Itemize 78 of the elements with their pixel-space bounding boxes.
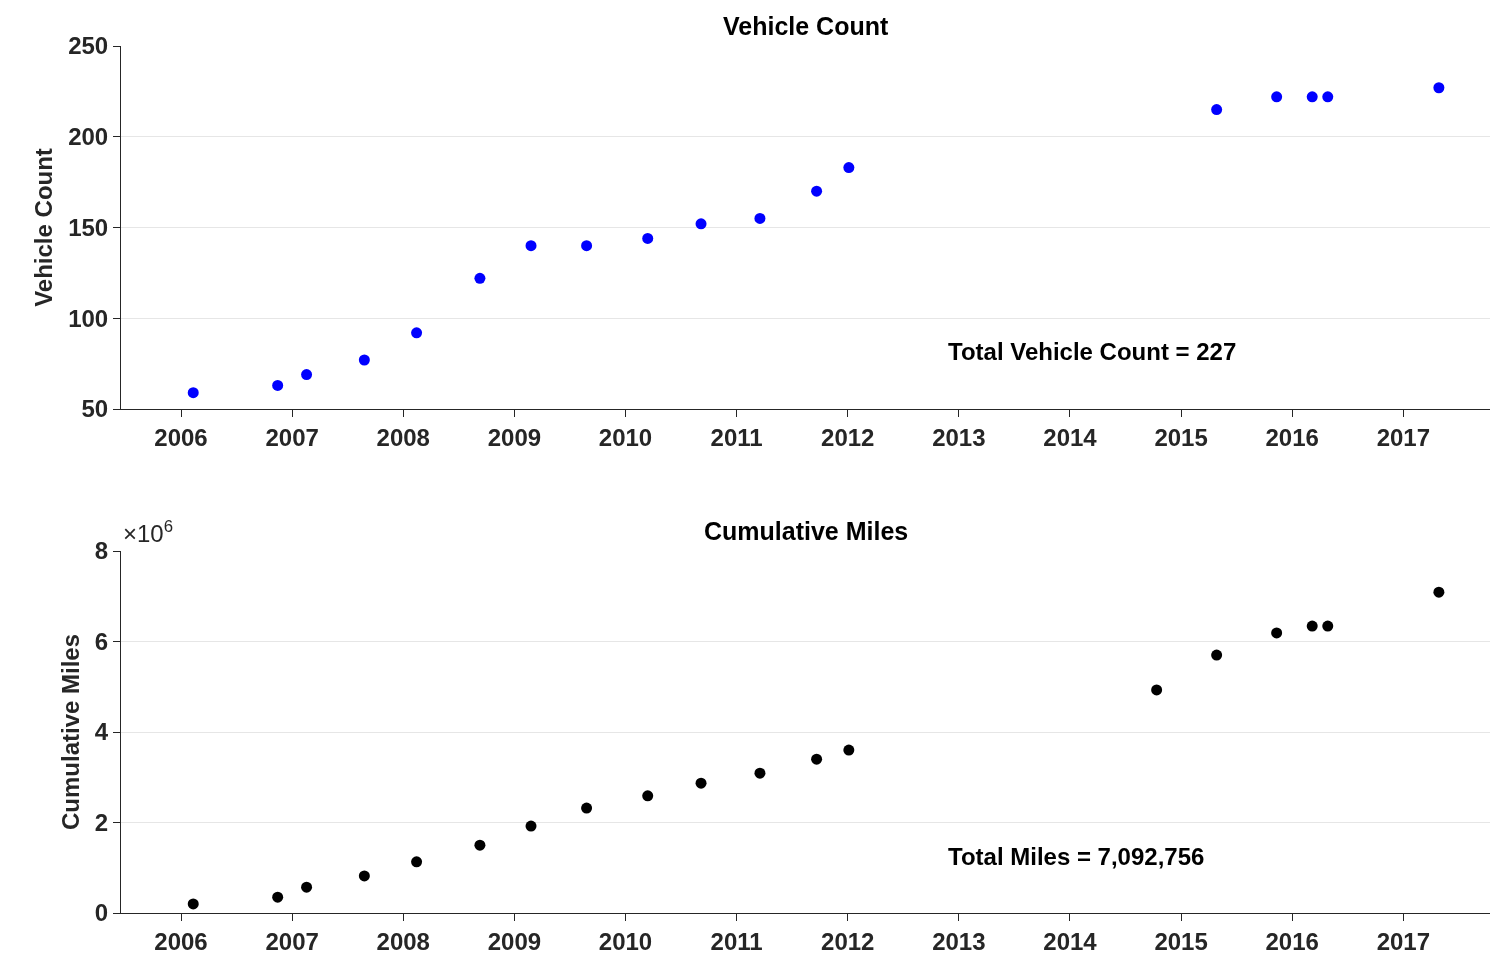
x-tick-label: 2017 <box>1376 423 1431 451</box>
point <box>272 891 284 903</box>
x-tick-label: 2009 <box>487 927 542 955</box>
point <box>1211 104 1223 116</box>
point <box>642 232 654 244</box>
chart-title: Vehicle Count <box>723 12 889 40</box>
annotation: Total Vehicle Count = 227 <box>948 338 1237 365</box>
x-tick-label: 2011 <box>710 927 763 955</box>
point <box>811 753 823 765</box>
y-tick-label: 50 <box>81 395 109 423</box>
y-tick-label: 6 <box>94 627 109 655</box>
point <box>695 777 707 789</box>
x-tick-label: 2007 <box>265 927 319 955</box>
point <box>843 162 855 174</box>
x-tick-label: 2016 <box>1265 423 1319 451</box>
point <box>754 212 766 224</box>
x-tick-label: 2006 <box>154 423 208 451</box>
point <box>358 870 370 882</box>
point <box>411 856 423 868</box>
point <box>1151 684 1163 696</box>
x-tick-label: 2010 <box>598 927 653 955</box>
annotation: Total Miles = 7,092,756 <box>948 843 1205 870</box>
y-tick-label: 100 <box>68 304 109 332</box>
point <box>642 790 654 802</box>
point <box>1306 91 1318 103</box>
point <box>1322 91 1334 103</box>
y-tick-label: 4 <box>94 718 109 746</box>
x-tick-label: 2013 <box>932 423 986 451</box>
point <box>581 240 593 252</box>
point <box>1433 586 1445 598</box>
point <box>187 387 199 399</box>
x-tick-label: 2008 <box>376 423 430 451</box>
x-tick-label: 2012 <box>821 423 875 451</box>
point <box>525 820 537 832</box>
x-tick-label: 2017 <box>1376 927 1431 955</box>
point <box>811 185 823 197</box>
point <box>754 767 766 779</box>
point <box>695 218 707 230</box>
y-tick-label: 2 <box>94 808 109 836</box>
point <box>1322 620 1334 632</box>
x-tick-label: 2008 <box>376 927 430 955</box>
point <box>1211 649 1223 661</box>
text: ×10$^{6}$ <box>123 517 174 548</box>
x-tick-label: 2014 <box>1043 423 1098 451</box>
chart-title: Cumulative Miles <box>704 517 909 545</box>
point <box>301 369 313 381</box>
point <box>474 839 486 851</box>
x-tick-label: 2014 <box>1043 927 1098 955</box>
x-tick-label: 2015 <box>1154 927 1208 955</box>
point <box>1271 627 1283 639</box>
x-tick-label: 2006 <box>154 927 208 955</box>
x-tick-label: 2015 <box>1154 423 1208 451</box>
x-tick-label: 2012 <box>821 927 875 955</box>
x-tick-label: 2009 <box>487 423 542 451</box>
x-tick-label: 2010 <box>598 423 653 451</box>
x-tick-label: 2016 <box>1265 927 1319 955</box>
point <box>187 898 199 910</box>
point <box>272 379 284 391</box>
point <box>1271 91 1283 103</box>
point <box>1306 620 1318 632</box>
point <box>1433 82 1445 94</box>
y-tick-label: 0 <box>94 899 109 927</box>
x-tick-label: 2011 <box>710 423 763 451</box>
y-tick-label: 200 <box>68 123 109 151</box>
y-tick-label: 250 <box>68 32 109 60</box>
y-tick-label: 8 <box>94 537 109 565</box>
y-axis-title: Cumulative Miles <box>56 633 84 831</box>
point <box>843 744 855 756</box>
point <box>301 881 313 893</box>
x-tick-label: 2007 <box>265 423 319 451</box>
point <box>474 272 486 284</box>
x-tick-label: 2013 <box>932 927 986 955</box>
point <box>411 327 423 339</box>
point <box>358 354 370 366</box>
y-axis-title: Vehicle Count <box>30 148 58 307</box>
y-tick-label: 150 <box>68 213 109 241</box>
point <box>525 240 537 252</box>
point <box>581 802 593 814</box>
